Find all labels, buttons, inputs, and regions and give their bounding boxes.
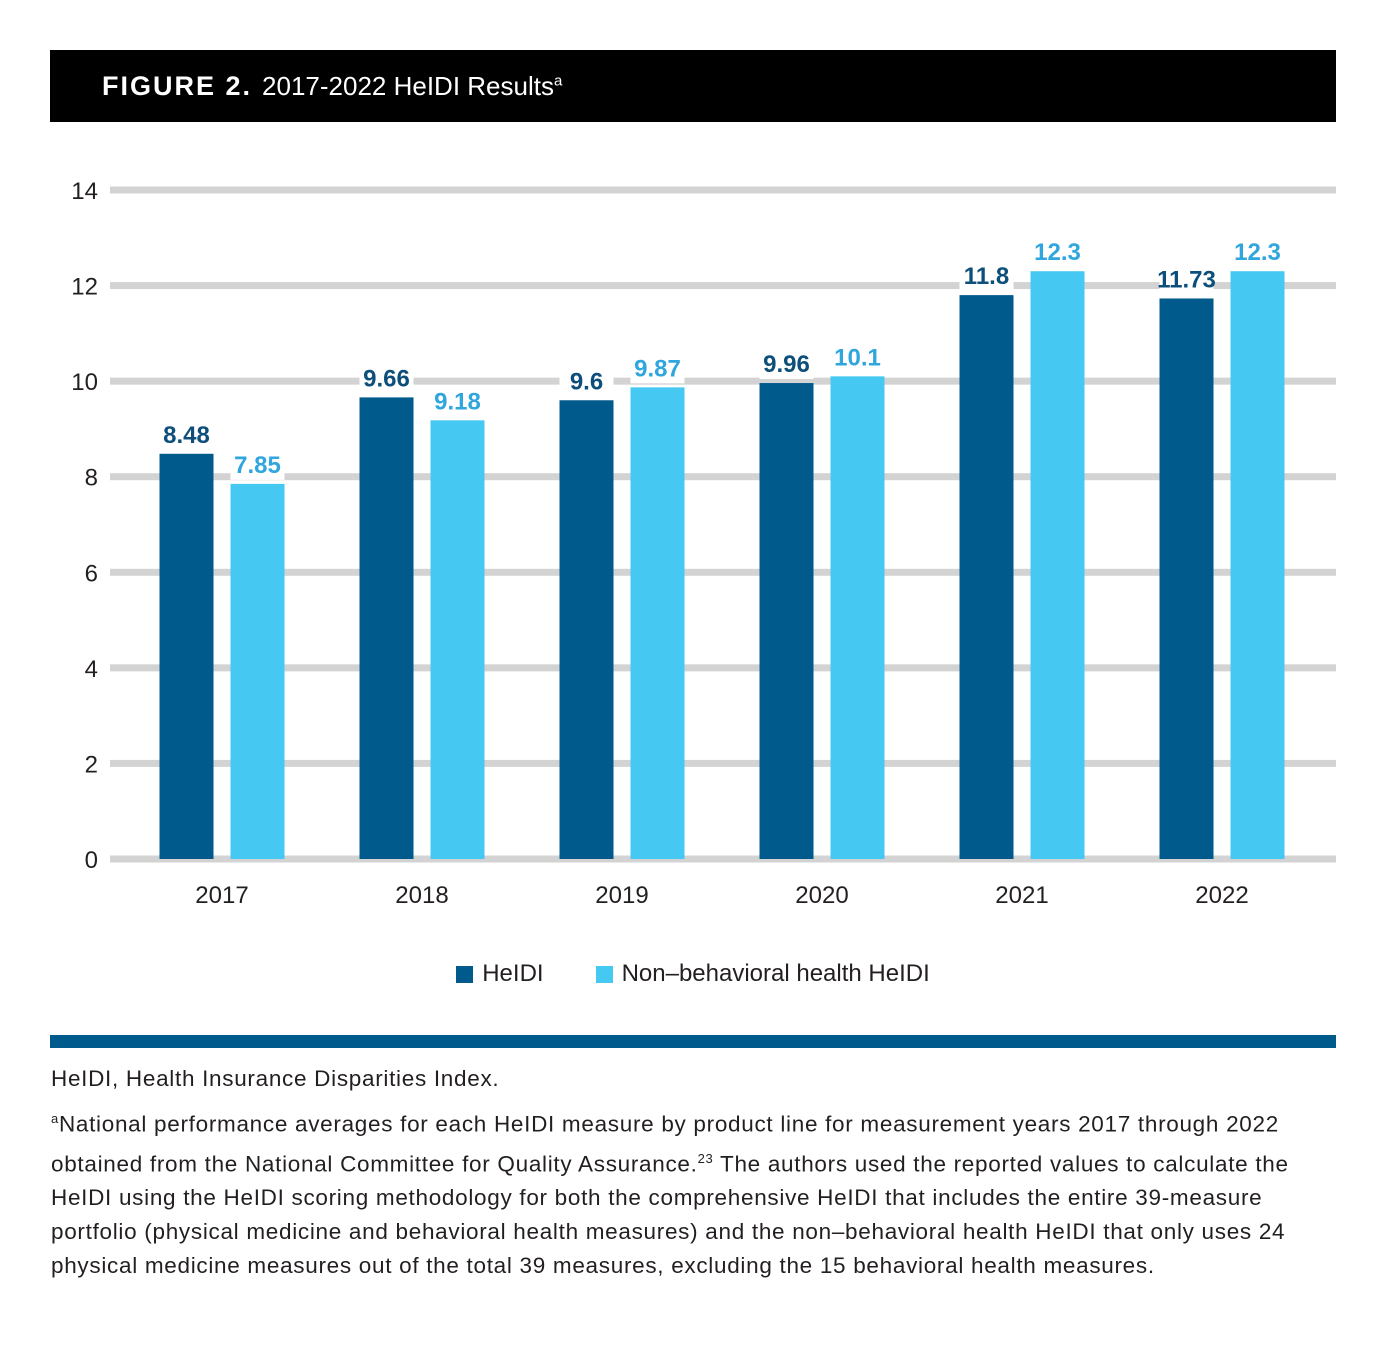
data-label-background bbox=[559, 366, 614, 397]
bar-heidi bbox=[959, 295, 1014, 860]
y-tick-label: 0 bbox=[85, 847, 98, 874]
legend-item-heidi: HeIDI bbox=[456, 960, 544, 988]
data-label-background bbox=[1230, 237, 1285, 268]
gridline bbox=[110, 377, 1336, 385]
data-label-background bbox=[830, 342, 885, 373]
bars bbox=[159, 271, 1285, 860]
data-label-background bbox=[630, 353, 685, 384]
data-label-background bbox=[959, 261, 1014, 292]
data-label-background bbox=[430, 386, 485, 417]
figure-notes: HeIDI, Health Insurance Disparities Inde… bbox=[51, 1062, 1341, 1289]
footnote-marker: a bbox=[51, 1111, 59, 1126]
bar-heidi bbox=[159, 453, 214, 859]
data-label: 9.87 bbox=[634, 355, 681, 382]
footnote: aNational performance averages for each … bbox=[51, 1102, 1341, 1283]
gridline bbox=[110, 282, 1336, 290]
footnote-reference: 23 bbox=[697, 1150, 714, 1166]
y-tick-label: 6 bbox=[85, 560, 98, 587]
x-tick-label: 2021 bbox=[995, 882, 1048, 909]
data-label: 9.18 bbox=[434, 388, 481, 415]
data-label: 9.66 bbox=[363, 365, 410, 392]
footnote-text-2: The authors used the reported values to … bbox=[51, 1151, 1289, 1278]
y-tick-label: 4 bbox=[85, 656, 98, 683]
data-label: 11.8 bbox=[964, 263, 1009, 290]
x-tick-label: 2017 bbox=[195, 882, 248, 909]
legend: HeIDI Non–behavioral health HeIDI bbox=[0, 958, 1386, 990]
bar-non-behavioral bbox=[230, 483, 285, 859]
x-axis-ticks: 2017 2018 2019 2020 2021 2022 bbox=[195, 882, 1248, 909]
gridline bbox=[110, 855, 1336, 863]
data-label-background bbox=[230, 449, 285, 480]
gridline bbox=[110, 473, 1336, 481]
abbreviation-note: HeIDI, Health Insurance Disparities Inde… bbox=[51, 1066, 500, 1091]
figure-label: FIGURE 2. bbox=[102, 70, 253, 101]
data-label-background bbox=[1159, 264, 1214, 295]
data-label: 11.73 bbox=[1157, 266, 1216, 293]
divider-rule bbox=[50, 1035, 1336, 1048]
bar-non-behavioral bbox=[1230, 271, 1285, 859]
data-label-background bbox=[359, 363, 414, 394]
data-label: 8.48 bbox=[163, 422, 210, 449]
bar-non-behavioral bbox=[1030, 271, 1085, 859]
data-label: 9.6 bbox=[570, 368, 603, 395]
data-label-background bbox=[1030, 237, 1085, 268]
data-label: 7.85 bbox=[234, 452, 281, 479]
x-tick-label: 2019 bbox=[595, 882, 648, 909]
y-tick-label: 14 bbox=[71, 178, 98, 205]
gridline bbox=[110, 759, 1336, 767]
bar-non-behavioral bbox=[830, 376, 885, 859]
y-axis-ticks: 0 2 4 6 8 10 12 14 bbox=[71, 178, 98, 874]
gridline bbox=[110, 664, 1336, 672]
data-label: 10.1 bbox=[834, 344, 881, 371]
gridlines bbox=[110, 186, 1336, 863]
figure-title-superscript: a bbox=[553, 71, 563, 89]
data-label: 12.3 bbox=[1034, 239, 1081, 266]
bar-heidi bbox=[359, 397, 414, 859]
data-label: 12.3 bbox=[1234, 239, 1281, 266]
data-label-background bbox=[759, 349, 814, 380]
bar-heidi bbox=[759, 383, 814, 859]
gridline bbox=[110, 568, 1336, 576]
legend-swatch-heidi bbox=[456, 965, 474, 983]
y-tick-label: 12 bbox=[71, 274, 98, 301]
legend-item-non-behavioral: Non–behavioral health HeIDI bbox=[595, 960, 930, 988]
data-label-background bbox=[159, 419, 214, 450]
x-tick-label: 2022 bbox=[1195, 882, 1248, 909]
y-tick-label: 10 bbox=[71, 369, 98, 396]
figure-title: 2017-2022 HeIDI Resultsa bbox=[262, 71, 562, 102]
data-label: 9.96 bbox=[763, 351, 810, 378]
x-tick-label: 2020 bbox=[795, 882, 848, 909]
bar-heidi bbox=[1159, 298, 1214, 859]
bar-non-behavioral bbox=[630, 387, 685, 859]
figure-title-text: 2017-2022 HeIDI Results bbox=[262, 70, 554, 101]
bar-non-behavioral bbox=[430, 420, 485, 859]
y-tick-label: 8 bbox=[85, 465, 98, 492]
legend-label-heidi: HeIDI bbox=[482, 960, 544, 987]
bar-heidi bbox=[559, 400, 614, 859]
y-tick-label: 2 bbox=[85, 751, 98, 778]
gridline bbox=[110, 186, 1336, 194]
legend-swatch-non-behavioral bbox=[595, 965, 613, 983]
footnote-text-1: National performance averages for each H… bbox=[51, 1111, 1279, 1177]
figure-header: FIGURE 2. 2017-2022 HeIDI Resultsa bbox=[50, 50, 1336, 122]
x-tick-label: 2018 bbox=[395, 882, 448, 909]
data-labels: 8.48 7.85 9.66 9.18 9.6 9.87 9.96 10.1 11.8 12.3 1… bbox=[159, 237, 1285, 480]
legend-label-non-behavioral: Non–behavioral health HeIDI bbox=[621, 960, 930, 987]
bar-chart: 0 2 4 6 8 10 12 14 8.48 7.85 9.66 9.18 9.6 9.87 9.96 1… bbox=[71, 178, 1336, 909]
